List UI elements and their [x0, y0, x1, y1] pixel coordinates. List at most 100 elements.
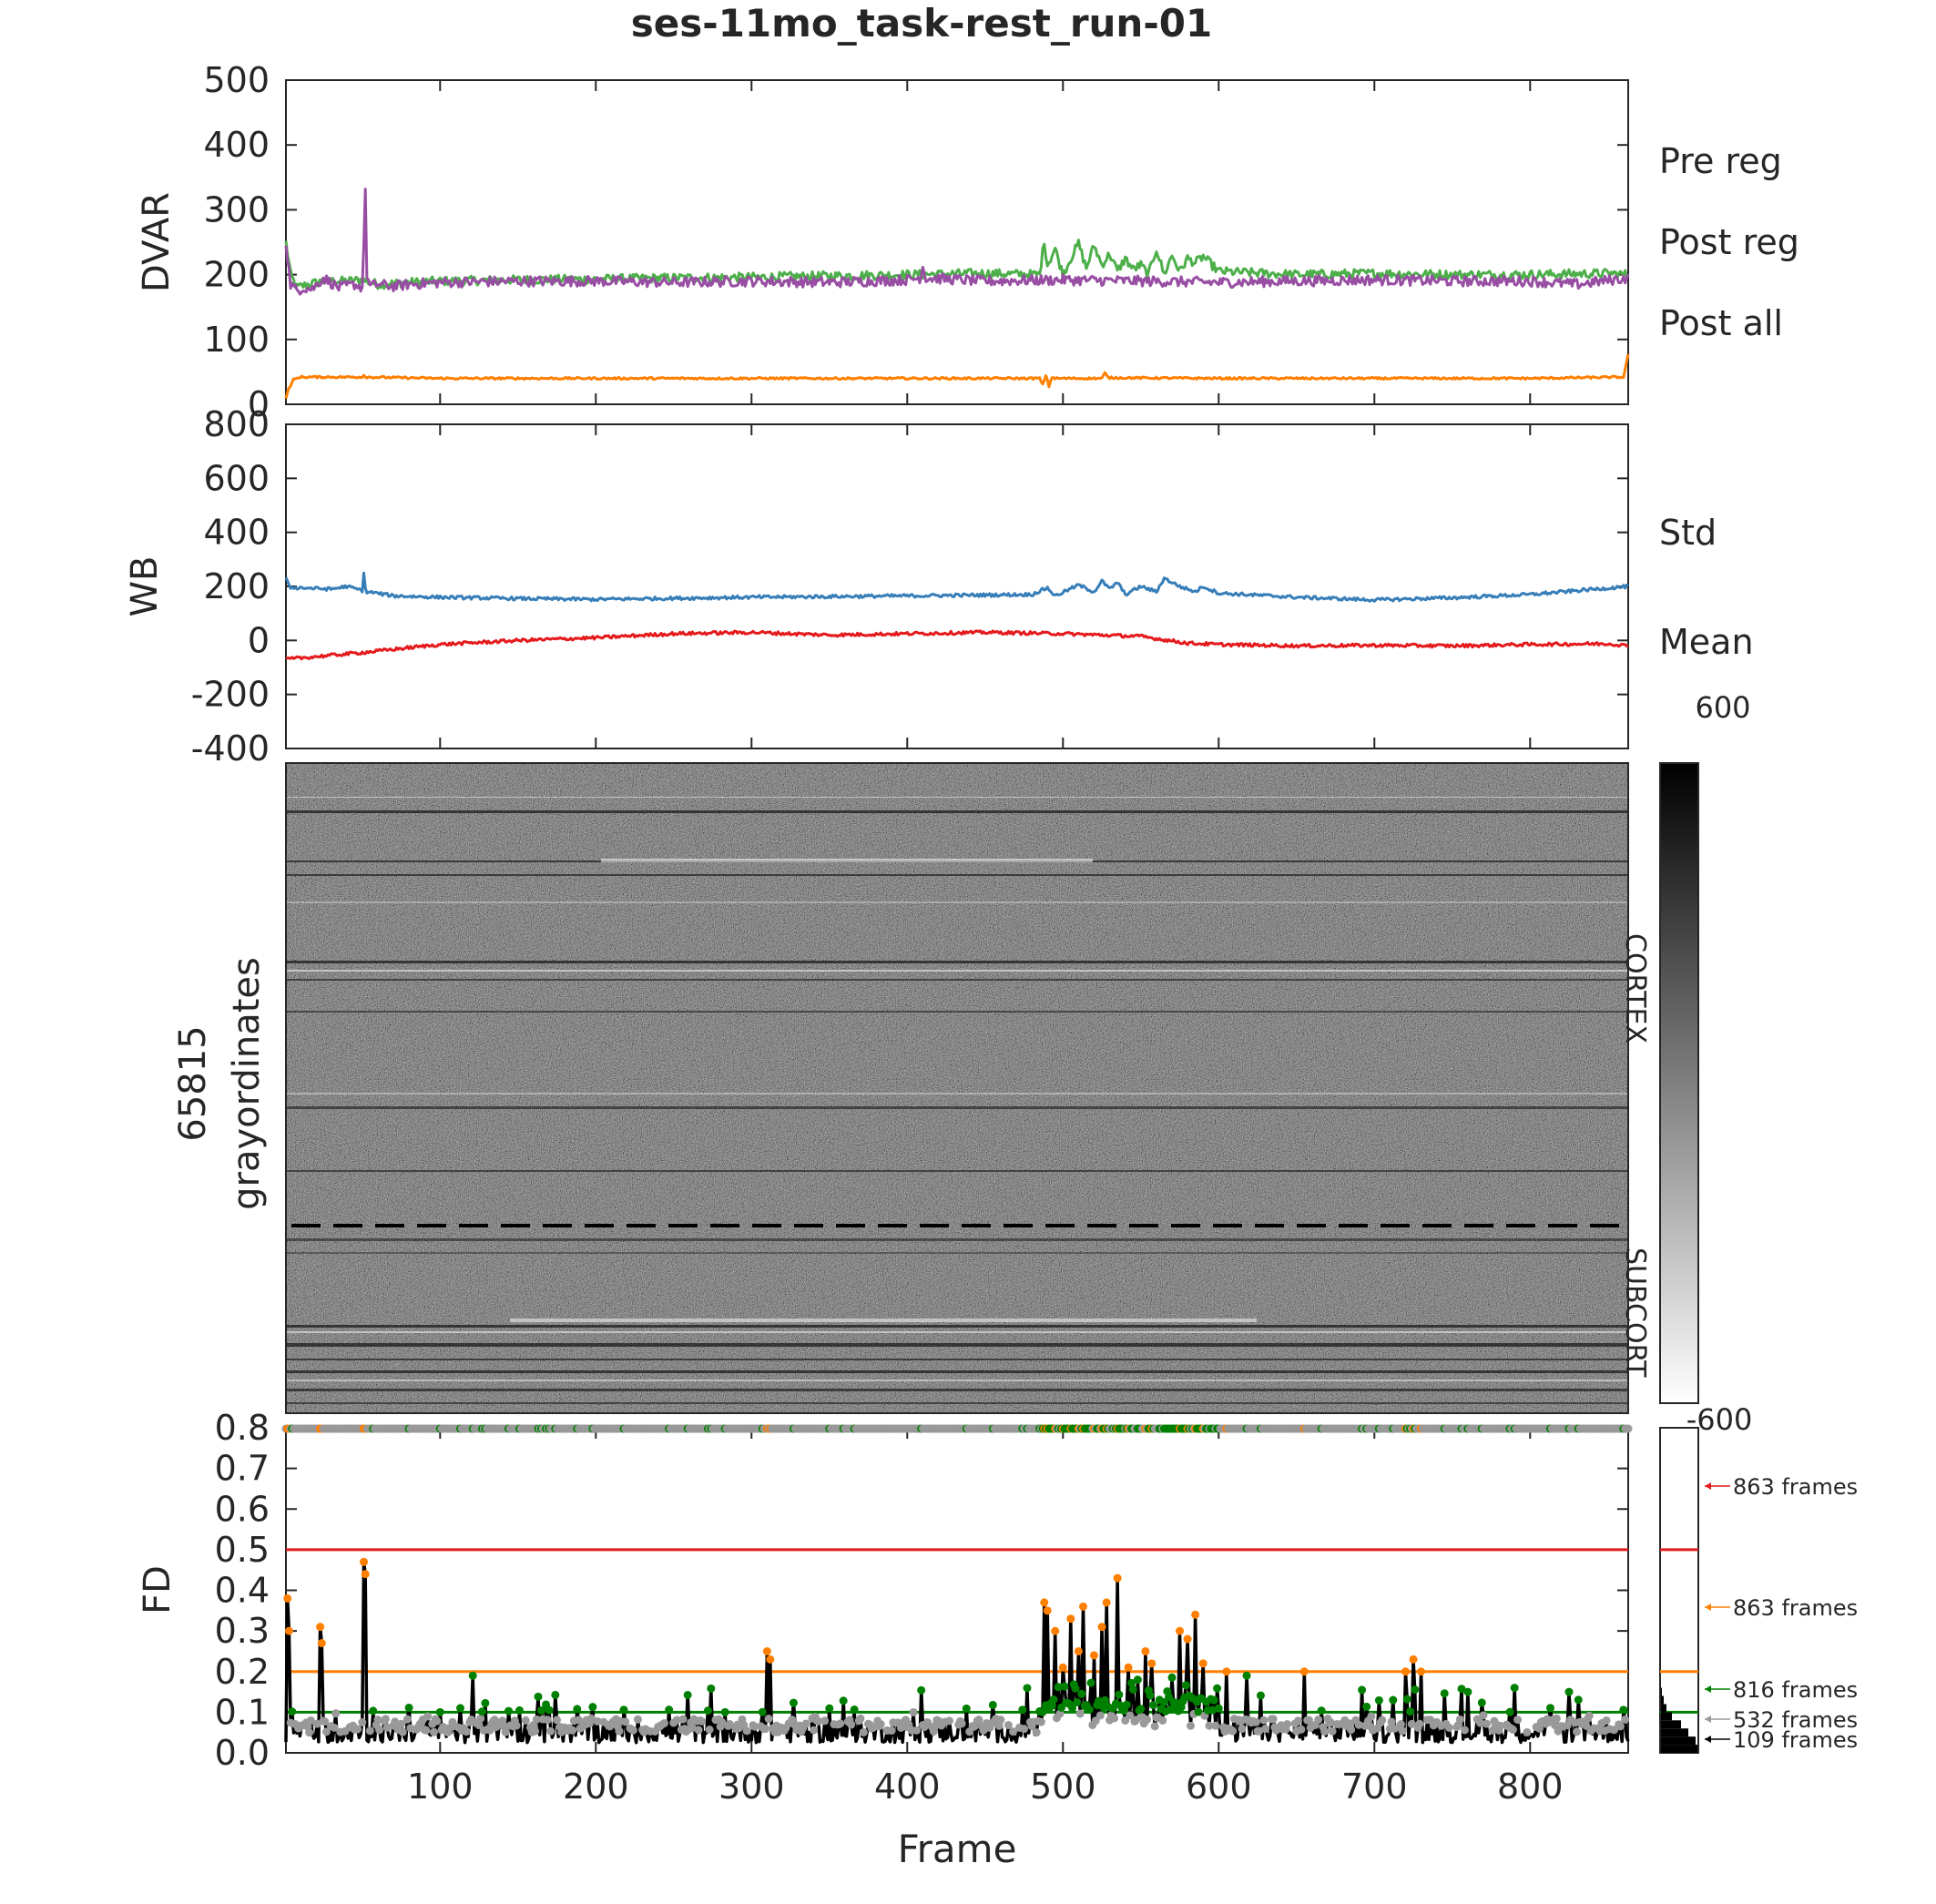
fd-point: [1367, 1712, 1376, 1721]
fd-point: [321, 1717, 330, 1726]
fd-point: [1574, 1695, 1583, 1705]
y-tick-label: 0.6: [215, 1489, 270, 1529]
fd-point: [515, 1705, 524, 1715]
fd-point: [705, 1726, 714, 1735]
dvar-ylabel: DVAR: [136, 192, 178, 292]
legend-pre-reg: Pre reg: [1659, 141, 1782, 181]
fd-point: [887, 1726, 896, 1736]
fd-hist-label: 532 frames: [1733, 1707, 1858, 1733]
dvar-x-ticks: [439, 80, 1532, 404]
fd-point: [1411, 1685, 1420, 1695]
fd-point: [856, 1714, 865, 1723]
fd-point: [1147, 1659, 1157, 1668]
dvar-y-ticks: 0 100 200 300 400 500: [203, 60, 1628, 424]
fd-trace: [284, 1560, 1630, 1745]
fd-hist-label: 863 frames: [1733, 1595, 1858, 1621]
fd-point: [543, 1716, 552, 1725]
grayplot-stripe: [286, 1093, 1628, 1095]
y-tick-label: 200: [203, 255, 270, 295]
chart-title: ses-11mo_task-rest_run-01: [631, 1, 1212, 46]
fd-point: [1362, 1702, 1371, 1711]
fd-point: [750, 1722, 759, 1731]
grayplot-stripe: [286, 1370, 1628, 1373]
grayplot-stripes: [286, 797, 1628, 1404]
x-tick-label: 800: [1497, 1767, 1564, 1807]
fd-point: [1049, 1695, 1058, 1704]
fd-point: [1610, 1726, 1619, 1735]
grayplot-stripe: [286, 1402, 1628, 1404]
fd-point: [1085, 1705, 1094, 1714]
wb-series: [284, 571, 1629, 661]
fd-point: [536, 1705, 545, 1715]
y-tick-label: 800: [203, 404, 270, 444]
grayplot-stripe: [286, 961, 1628, 963]
fd-point: [1086, 1678, 1095, 1687]
fd-point: [1075, 1709, 1085, 1718]
fd-point: [1198, 1659, 1207, 1668]
fd-point: [429, 1727, 438, 1736]
colorbar-max-label: 600: [1695, 690, 1750, 725]
fd-point: [1040, 1598, 1049, 1607]
y-tick-label: 0.5: [215, 1530, 270, 1570]
fd-point: [423, 1712, 433, 1721]
fd-point: [718, 1717, 727, 1726]
fd-point: [944, 1716, 953, 1726]
fd-point: [532, 1715, 541, 1724]
fd-point: [1347, 1726, 1356, 1735]
grayplot-frame: [285, 762, 1629, 1414]
fd-point: [1194, 1707, 1203, 1716]
fd-point: [1023, 1684, 1032, 1693]
fd-point: [1255, 1726, 1264, 1736]
fd-point: [435, 1707, 444, 1716]
x-tick-label: 300: [718, 1767, 785, 1807]
fd-point: [962, 1704, 971, 1713]
region-label-subcort: SUBCORT: [1619, 1247, 1651, 1378]
fd-hist-arrowhead: [1705, 1604, 1711, 1611]
fd-point: [1314, 1716, 1323, 1725]
fd-point: [1110, 1714, 1119, 1723]
wb-y-ticks: -400 -200 0 200 400 600 800: [191, 404, 1628, 769]
fd-hist-arrowhead: [1705, 1716, 1711, 1723]
fd-point: [909, 1707, 918, 1716]
grayplot-stripe: [286, 1380, 1628, 1381]
y-tick-label: 600: [203, 458, 270, 498]
y-tick-label: 500: [203, 60, 270, 100]
y-tick-label: 100: [203, 320, 270, 360]
legend-std: Std: [1659, 513, 1717, 553]
dvar-axes-box: [285, 79, 1629, 405]
x-tick-label: 700: [1341, 1767, 1408, 1807]
fd-point: [531, 1726, 540, 1736]
x-tick-label: 100: [407, 1767, 474, 1807]
fd-point: [957, 1719, 966, 1728]
fd-point: [1077, 1689, 1086, 1698]
fd-point: [593, 1716, 602, 1726]
fd-point: [1136, 1705, 1146, 1714]
series-line-pre-reg: [284, 239, 1628, 290]
fd-point: [1074, 1646, 1083, 1655]
fd-point: [1328, 1726, 1337, 1736]
fd-point: [1124, 1663, 1133, 1672]
fd-point: [477, 1707, 486, 1716]
fd-point: [825, 1704, 834, 1713]
fd-point: [1508, 1726, 1517, 1735]
fd-point: [1387, 1717, 1396, 1726]
fd-histogram-box: [1659, 1427, 1699, 1754]
fd-hist-bar: [1661, 1728, 1688, 1737]
fd-point: [369, 1706, 378, 1716]
fd-point: [1463, 1687, 1472, 1696]
fd-point: [1621, 1715, 1630, 1724]
fd-point: [1066, 1614, 1075, 1624]
fd-point: [1398, 1726, 1407, 1736]
fd-hist-bar: [1661, 1695, 1664, 1705]
grayplot-noise: [286, 763, 1628, 1413]
fd-point: [586, 1714, 596, 1723]
legend-post-reg: Post reg: [1659, 222, 1799, 262]
fd-point: [814, 1716, 823, 1726]
colorbar: [1659, 762, 1699, 1404]
grayplot-stripe: [286, 1343, 1628, 1347]
x-tick-label: 500: [1030, 1767, 1096, 1807]
fd-point: [917, 1685, 926, 1695]
wb-panel: -400 -200 0 200 400 600 800 WB Std Mean: [124, 404, 1754, 769]
fd-point: [1505, 1707, 1514, 1716]
fd-point: [358, 1718, 367, 1727]
